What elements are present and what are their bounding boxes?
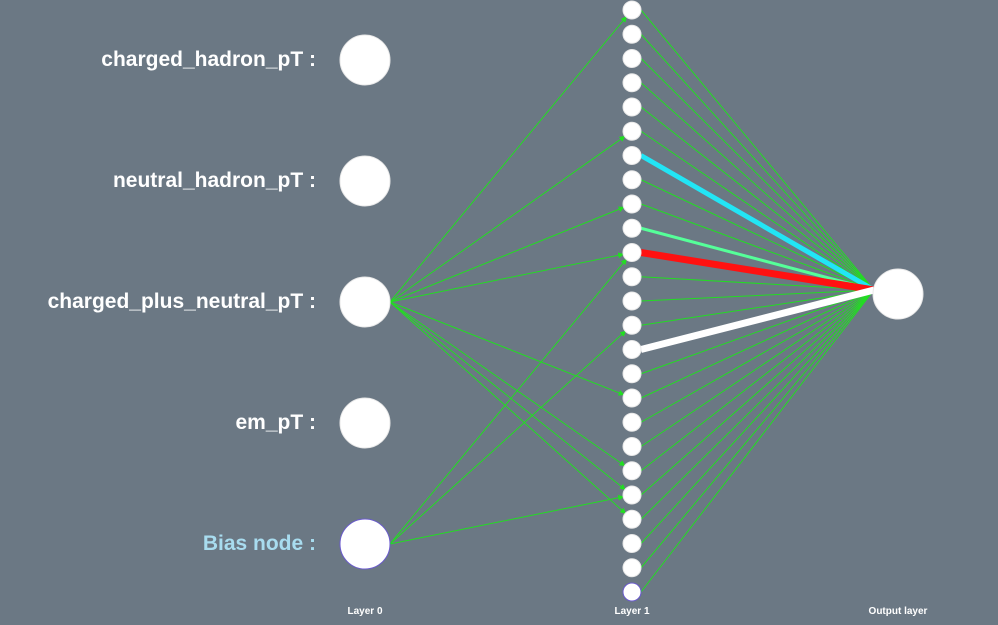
hidden-node bbox=[622, 437, 642, 456]
hidden-node bbox=[622, 146, 642, 165]
edge-input2-hidden8 bbox=[389, 206, 625, 303]
edge-hidden24-output bbox=[640, 289, 875, 593]
edge-hidden9-output-mint bbox=[640, 226, 875, 292]
hidden-node bbox=[622, 388, 642, 408]
input-label-charged-plus-neutral-pt: charged_plus_neutral_pT : bbox=[47, 290, 316, 313]
network-nodes bbox=[339, 0, 924, 602]
input-label-charged-hadron-pt: charged_hadron_pT : bbox=[101, 48, 316, 71]
edge-hidden21-output bbox=[640, 289, 875, 520]
input-node-neutral-hadron-pt bbox=[339, 155, 391, 207]
input-node-bias bbox=[339, 518, 391, 570]
edge-hidden6-output-cyan bbox=[639, 153, 876, 293]
edge-hidden5-output bbox=[640, 130, 875, 291]
edge-hidden17-output bbox=[640, 289, 875, 423]
edge-hidden14-output-white bbox=[640, 286, 875, 353]
hidden-node bbox=[622, 412, 642, 432]
edge-input4-hidden20 bbox=[389, 494, 625, 545]
edge-hidden0-output bbox=[640, 9, 875, 291]
edge-hidden10-output-red bbox=[640, 249, 875, 294]
hidden-node bbox=[622, 364, 642, 384]
hidden-node bbox=[622, 218, 642, 238]
edge-input2-hidden20 bbox=[389, 301, 626, 491]
hidden-node bbox=[622, 340, 642, 359]
edge-hidden22-output bbox=[640, 289, 875, 544]
edge-input2-hidden21 bbox=[389, 301, 627, 514]
edge-hidden23-output bbox=[640, 289, 875, 569]
edge-hidden20-output bbox=[640, 289, 875, 496]
input-label-em-pt: em_pT : bbox=[235, 411, 316, 434]
hidden-node bbox=[622, 121, 642, 141]
edge-input2-hidden16 bbox=[389, 301, 625, 396]
edge-hidden3-output bbox=[640, 82, 875, 291]
edge-hidden4-output bbox=[640, 106, 875, 291]
hidden-node bbox=[622, 49, 642, 68]
hidden-node bbox=[622, 461, 642, 481]
hidden-node bbox=[622, 582, 642, 602]
hidden-node bbox=[622, 558, 642, 578]
edge-hidden15-output bbox=[640, 289, 875, 375]
hidden-node bbox=[622, 509, 642, 529]
input-node-em-pt bbox=[339, 397, 391, 449]
edge-input2-hidden19 bbox=[389, 301, 626, 467]
hidden-node bbox=[622, 170, 642, 190]
edge-hidden13-output bbox=[640, 289, 875, 326]
edge-hidden18-output bbox=[640, 289, 875, 447]
edge-input2-hidden5 bbox=[389, 135, 626, 303]
hidden-node bbox=[622, 315, 642, 335]
hidden-node bbox=[622, 0, 642, 20]
hidden-node bbox=[622, 194, 642, 214]
edge-hidden7-output bbox=[640, 179, 875, 291]
hidden-output-edges bbox=[640, 9, 875, 593]
hidden-node bbox=[622, 485, 642, 505]
hidden-node bbox=[622, 291, 642, 311]
layer-label-output: Output layer bbox=[868, 606, 928, 617]
layer-label-hidden: Layer 1 bbox=[614, 606, 650, 617]
hidden-node bbox=[622, 24, 642, 44]
hidden-node bbox=[622, 73, 642, 93]
input-label-neutral-hadron-pt: neutral_hadron_pT : bbox=[112, 169, 316, 192]
hidden-node bbox=[622, 534, 642, 553]
edge-hidden2-output bbox=[640, 58, 875, 291]
input-node-charged-hadron-pt bbox=[339, 34, 391, 86]
edge-hidden1-output bbox=[640, 33, 875, 291]
hidden-node bbox=[622, 243, 642, 262]
input-hidden-edges bbox=[389, 16, 627, 545]
hidden-node bbox=[622, 97, 642, 117]
edge-hidden12-output bbox=[640, 289, 875, 302]
edge-input4-hidden13 bbox=[389, 330, 627, 545]
input-label-bias-node: Bias node : bbox=[202, 532, 316, 555]
edge-hidden11-output bbox=[640, 276, 875, 291]
layer-label-input: Layer 0 bbox=[347, 606, 383, 617]
edge-hidden8-output bbox=[640, 203, 875, 291]
edge-hidden19-output bbox=[640, 289, 875, 472]
edge-hidden16-output bbox=[640, 289, 875, 399]
edge-input2-hidden0 bbox=[389, 16, 627, 303]
edge-input4-hidden10 bbox=[389, 258, 627, 545]
hidden-node bbox=[622, 267, 642, 287]
edge-input2-hidden10 bbox=[389, 252, 625, 303]
output-node bbox=[872, 268, 924, 320]
input-node-charged-plus-neutral-pt bbox=[339, 276, 391, 328]
highlighted-output-edges bbox=[639, 153, 876, 353]
